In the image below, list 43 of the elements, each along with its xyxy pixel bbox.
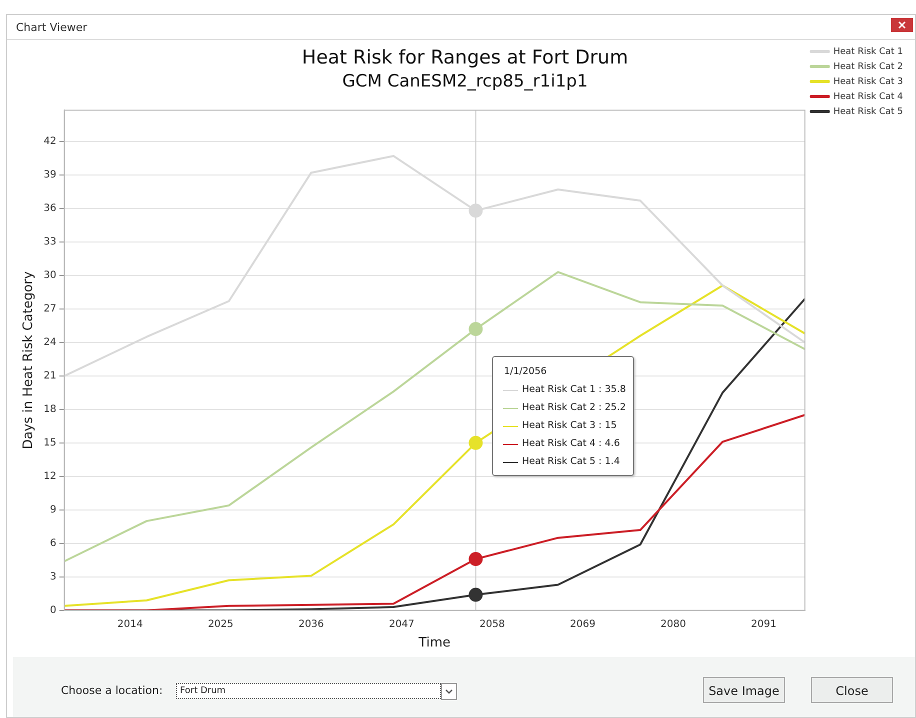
y-tick-label: 15 [44, 438, 56, 449]
x-tick-label: 2058 [479, 618, 505, 630]
annotation: Heat Risk Cat 2 : 25.2 [521, 401, 627, 415]
text: Close [811, 677, 893, 703]
y-tick-label: 33 [44, 236, 56, 248]
x-axis-title: Time [418, 636, 451, 651]
annotation: Heat Risk Cat 4 : 4.6 [521, 437, 621, 451]
x-tick-label: 2091 [750, 618, 776, 630]
x-tick-label: 2036 [298, 618, 324, 630]
y-tick-label: 36 [44, 203, 56, 214]
y-tick-label: 12 [44, 471, 56, 482]
legend-label: Heat Risk Cat 3 [833, 76, 903, 87]
chart-subtitle: GCM CanESM2_rcp85_r1i1p1 [342, 71, 588, 92]
legend-label: Heat Risk Cat 1 [833, 46, 903, 57]
y-tick-label: 0 [50, 604, 56, 616]
y-tick-label: 39 [44, 170, 56, 181]
y-tick-label: 18 [44, 404, 56, 416]
annotation: Heat Risk Cat 5 : 1.4 [521, 455, 621, 469]
legend-label: Heat Risk Cat 2 [833, 62, 903, 72]
x-tick-label: 2080 [660, 618, 686, 630]
text: Choose a location: [61, 684, 163, 697]
y-tick-label: 9 [50, 504, 56, 516]
y-axis-title: Days in Heat Risk Category [21, 271, 36, 450]
x-tick-label: 2025 [208, 618, 234, 630]
annotation: Heat Risk Cat 3 : 15 [521, 419, 618, 433]
y-tick-label: 30 [44, 270, 56, 282]
y-tick-label: 21 [44, 370, 56, 382]
annotation: 1/1/2056 [503, 365, 548, 379]
text: Chart Viewer [16, 21, 88, 34]
chart-title: Heat Risk for Ranges at Fort Drum [302, 46, 628, 68]
y-tick-label: 24 [44, 337, 56, 348]
y-tick-label: 42 [44, 136, 56, 148]
y-tick-label: 27 [44, 304, 56, 315]
text: Save Image [703, 677, 785, 703]
x-tick-label: 2014 [117, 618, 143, 630]
x-tick-label: 2069 [570, 618, 596, 630]
y-tick-label: 6 [50, 538, 56, 550]
legend-label: Heat Risk Cat 5 [833, 106, 903, 117]
x-tick-label: 2047 [388, 618, 414, 630]
text: Fort Drum [176, 683, 441, 699]
y-tick-label: 3 [50, 572, 56, 582]
legend-label: Heat Risk Cat 4 [833, 92, 904, 102]
annotation: Heat Risk Cat 1 : 35.8 [521, 383, 627, 397]
